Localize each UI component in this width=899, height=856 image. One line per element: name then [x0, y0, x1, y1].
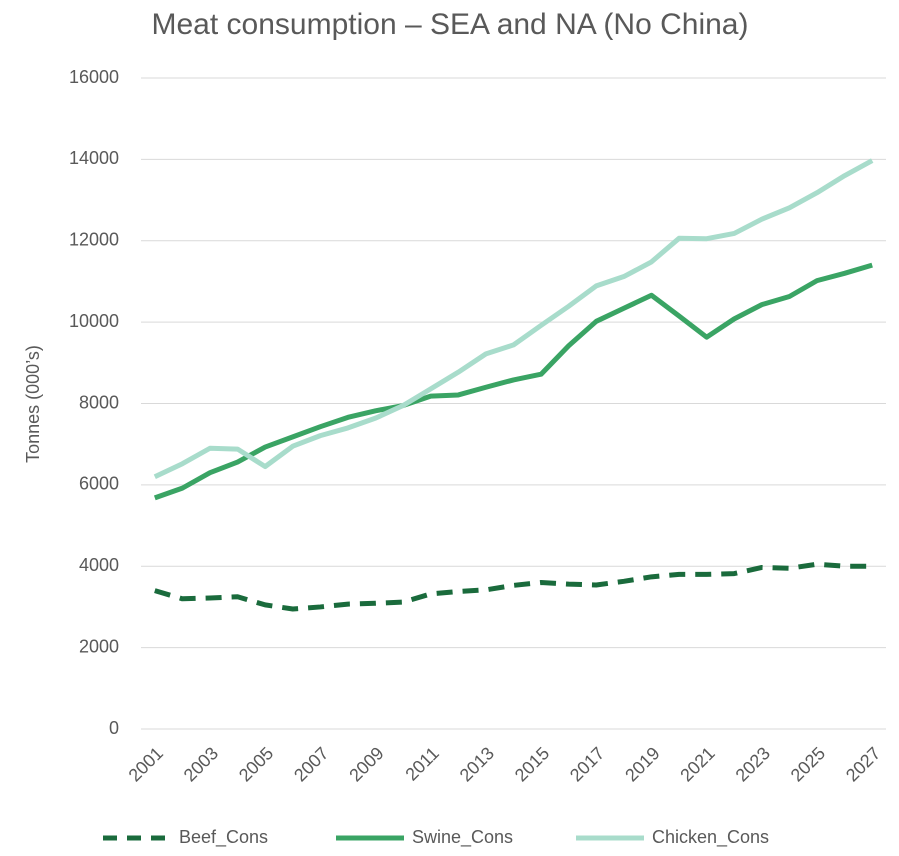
- x-tick-label: 2023: [732, 743, 774, 785]
- x-tick-label: 2007: [290, 743, 332, 785]
- y-tick-label: 10000: [69, 311, 119, 331]
- x-tick-label: 2019: [621, 743, 663, 785]
- y-tick-label: 4000: [79, 555, 119, 575]
- legend-label: Beef_Cons: [179, 827, 268, 848]
- y-tick-label: 0: [109, 718, 119, 738]
- x-tick-label: 2011: [401, 743, 443, 785]
- legend-label: Swine_Cons: [412, 827, 513, 848]
- y-tick-label: 14000: [69, 148, 119, 168]
- x-tick-label: 2027: [842, 743, 884, 785]
- y-tick-label: 16000: [69, 67, 119, 87]
- legend-label: Chicken_Cons: [652, 827, 769, 848]
- y-tick-label: 8000: [79, 392, 119, 412]
- series-line: [153, 262, 873, 501]
- x-tick-label: 2017: [566, 743, 608, 785]
- y-tick-label: 2000: [79, 636, 119, 656]
- x-tick-label: 2021: [676, 743, 718, 785]
- chart-title: Meat consumption – SEA and NA (No China): [152, 8, 749, 41]
- series-line: [154, 561, 873, 612]
- y-tick-label: 6000: [79, 474, 119, 494]
- series-line: [153, 158, 874, 479]
- x-tick-label: 2005: [235, 743, 277, 785]
- x-tick-label: 2003: [180, 743, 222, 785]
- y-axis-label: Tonnes (000’s): [23, 345, 43, 463]
- x-tick-label: 2009: [345, 743, 387, 785]
- y-tick-label: 12000: [69, 230, 119, 250]
- x-tick-label: 2013: [456, 743, 498, 785]
- x-tick-label: 2015: [511, 743, 553, 785]
- x-tick-label: 2001: [125, 743, 167, 785]
- x-tick-label: 2025: [787, 743, 829, 785]
